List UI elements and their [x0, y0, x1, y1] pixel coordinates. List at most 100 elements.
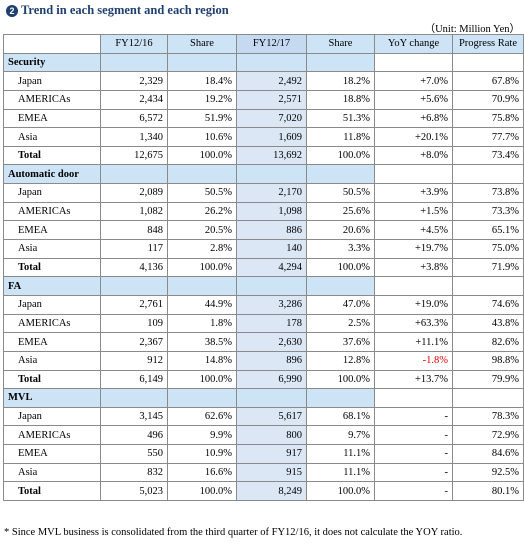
table-row: Asia 832 16.6% 915 11.1% -92.5%	[3, 462, 524, 483]
segment-header-blank	[236, 276, 307, 296]
fy17-cell: 915	[236, 462, 307, 483]
fy17-cell: 3,286	[236, 294, 307, 315]
yoy-cell: +4.5%	[374, 220, 453, 241]
table-row: Japan 2,329 18.4% 2,492 18.2% +7.0% 67.8%	[3, 71, 524, 91]
fy17-cell: 886	[236, 220, 307, 241]
table-row: Japan 2,089 50.5% 2,170 50.5% +3.9% 73.8%	[3, 183, 524, 203]
region-label: Total	[3, 257, 101, 278]
yoy-cell: +63.3%	[374, 313, 453, 334]
circled-number-icon: 2	[6, 4, 18, 17]
segment-header-blank	[236, 388, 307, 408]
fy17-cell: 13,692	[236, 145, 307, 166]
progress-cell: 74.6%	[452, 294, 524, 315]
segment-header-blank	[374, 276, 453, 296]
share16-cell: 9.9%	[167, 425, 237, 446]
fy16-cell: 2,761	[100, 294, 168, 315]
share16-cell: 14.8%	[167, 350, 237, 371]
table-row: AMERICAs 109 1.8% 178 2.5% +63.3% 43.8%	[3, 313, 524, 334]
share17-cell: 18.8%	[306, 89, 375, 110]
segment-header-blank	[306, 388, 375, 408]
share17-cell: 100.0%	[306, 481, 375, 502]
fy16-cell: 1,082	[100, 201, 168, 222]
segment-header-blank	[167, 164, 237, 185]
share16-cell: 20.5%	[167, 220, 237, 241]
yoy-cell: -	[374, 481, 453, 502]
segment-header-blank	[306, 52, 375, 73]
segment-region-table: FY12/16 Share FY12/17 Share YoY change P…	[3, 34, 524, 502]
share16-cell: 10.9%	[167, 444, 237, 464]
header-share-fy16: Share	[167, 34, 237, 54]
yoy-cell: +8.0%	[374, 145, 453, 166]
share16-cell: 26.2%	[167, 201, 237, 222]
segment-header-blank	[306, 276, 375, 296]
table-row: Asia 117 2.8% 140 3.3% +19.7% 75.0%	[3, 239, 524, 259]
progress-cell: 65.1%	[452, 220, 524, 241]
share16-cell: 16.6%	[167, 462, 237, 483]
segment-header-row: FA	[3, 276, 524, 296]
segment-header-blank	[236, 164, 307, 185]
segment-header-blank	[100, 52, 168, 73]
share17-cell: 11.1%	[306, 462, 375, 483]
share16-cell: 62.6%	[167, 406, 237, 427]
region-label: Japan	[3, 183, 101, 203]
yoy-cell: -1.8%	[374, 350, 453, 371]
unit-note: （Unit: Million Yen）	[424, 24, 520, 35]
share17-cell: 2.5%	[306, 313, 375, 334]
share17-cell: 25.6%	[306, 201, 375, 222]
share17-cell: 3.3%	[306, 239, 375, 259]
share17-cell: 47.0%	[306, 294, 375, 315]
segment-header-blank	[167, 52, 237, 73]
region-label: EMEA	[3, 444, 101, 464]
fy16-cell: 6,149	[100, 369, 168, 390]
fy16-cell: 2,434	[100, 89, 168, 110]
segment-name: MVL	[3, 388, 101, 408]
fy17-cell: 2,630	[236, 332, 307, 352]
segment-header-blank	[100, 388, 168, 408]
share17-cell: 100.0%	[306, 145, 375, 166]
share16-cell: 100.0%	[167, 369, 237, 390]
header-blank	[3, 34, 101, 54]
region-label: AMERICAs	[3, 89, 101, 110]
fy17-cell: 7,020	[236, 108, 307, 129]
region-label: Asia	[3, 239, 101, 259]
fy16-cell: 4,136	[100, 257, 168, 278]
progress-cell: 67.8%	[452, 71, 524, 91]
table-row: Asia 1,340 10.6% 1,609 11.8% +20.1% 77.7%	[3, 127, 524, 147]
progress-cell: 75.0%	[452, 239, 524, 259]
segment-header-blank	[452, 276, 524, 296]
fy17-cell: 178	[236, 313, 307, 334]
table-row: EMEA 2,367 38.5% 2,630 37.6% +11.1% 82.6%	[3, 332, 524, 352]
share16-cell: 51.9%	[167, 108, 237, 129]
segment-header-blank	[167, 276, 237, 296]
fy16-cell: 2,089	[100, 183, 168, 203]
fy17-cell: 2,170	[236, 183, 307, 203]
fy16-cell: 6,572	[100, 108, 168, 129]
progress-cell: 72.9%	[452, 425, 524, 446]
section-title: 2 Trend in each segment and each region	[6, 3, 229, 18]
region-label: Asia	[3, 127, 101, 147]
region-label: AMERICAs	[3, 425, 101, 446]
header-fy16: FY12/16	[100, 34, 168, 54]
share17-cell: 12.8%	[306, 350, 375, 371]
yoy-cell: +5.6%	[374, 89, 453, 110]
fy16-cell: 117	[100, 239, 168, 259]
share16-cell: 50.5%	[167, 183, 237, 203]
fy17-cell: 896	[236, 350, 307, 371]
table-row: EMEA 6,572 51.9% 7,020 51.3% +6.8% 75.8%	[3, 108, 524, 129]
region-label: Total	[3, 481, 101, 502]
segment-header-blank	[452, 164, 524, 185]
segment-header-blank	[100, 276, 168, 296]
table-row: AMERICAs 2,434 19.2% 2,571 18.8% +5.6% 70.9%	[3, 89, 524, 110]
fy16-cell: 12,675	[100, 145, 168, 166]
progress-cell: 75.8%	[452, 108, 524, 129]
region-label: Japan	[3, 71, 101, 91]
region-label: Total	[3, 145, 101, 166]
table-row: EMEA 550 10.9% 917 11.1% -84.6%	[3, 444, 524, 464]
yoy-cell: +19.0%	[374, 294, 453, 315]
table-row: Japan 2,761 44.9% 3,286 47.0% +19.0% 74.6%	[3, 294, 524, 315]
share17-cell: 20.6%	[306, 220, 375, 241]
fy16-cell: 3,145	[100, 406, 168, 427]
fy17-cell: 800	[236, 425, 307, 446]
segment-header-blank	[452, 388, 524, 408]
share17-cell: 100.0%	[306, 369, 375, 390]
